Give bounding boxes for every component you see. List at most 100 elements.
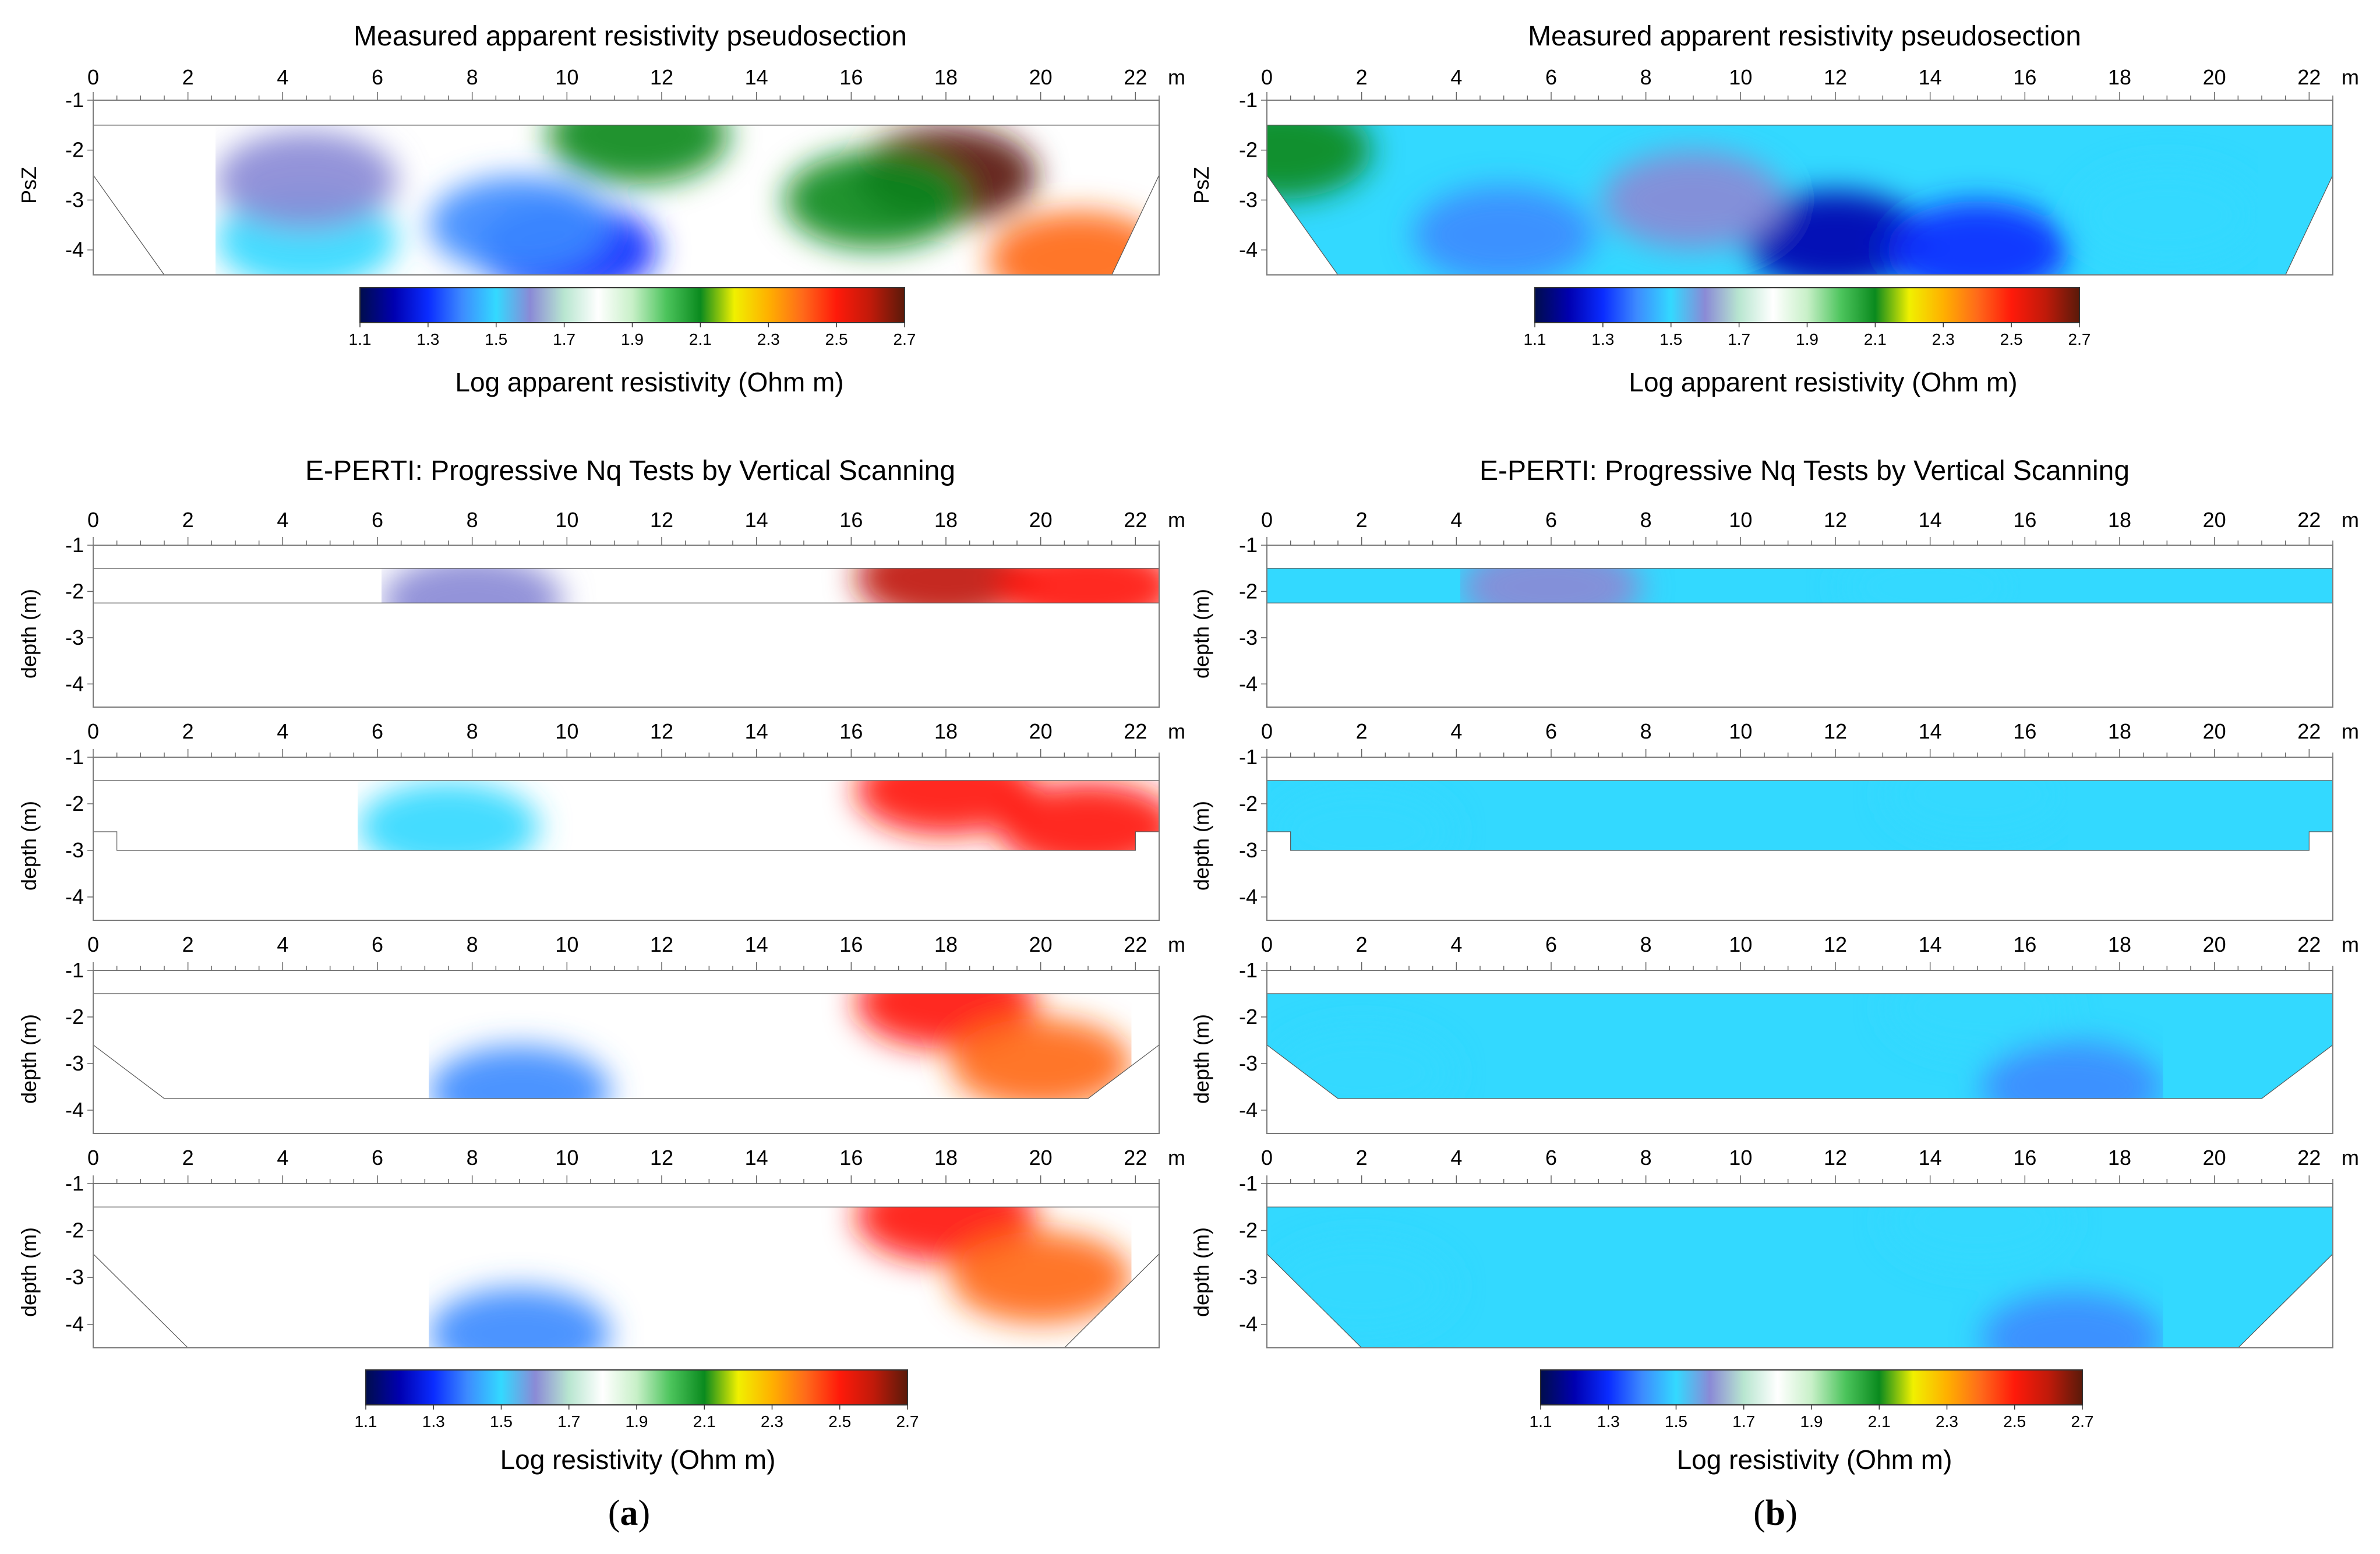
x-tick-label: 12 bbox=[650, 65, 673, 89]
x-tick-label: 10 bbox=[1729, 508, 1752, 532]
y-tick-label: -2 bbox=[1239, 138, 1258, 162]
x-tick-label: 18 bbox=[2108, 719, 2131, 743]
colorbar-tick-label: 1.5 bbox=[1659, 330, 1682, 348]
x-tick-label: 10 bbox=[555, 719, 578, 743]
anomaly-2 bbox=[358, 781, 539, 850]
anomaly-0 bbox=[1887, 780, 2068, 840]
anomaly-2 bbox=[1413, 186, 1595, 275]
col-b-scan3-ylabel: depth (m) bbox=[1189, 1014, 1213, 1104]
x-tick-label: 4 bbox=[277, 933, 288, 956]
y-tick-label: -3 bbox=[1239, 838, 1258, 862]
anomaly-7 bbox=[988, 211, 1159, 275]
x-tick-label: 4 bbox=[277, 1146, 288, 1170]
y-tick-label: -4 bbox=[1239, 672, 1258, 695]
anomaly-2 bbox=[429, 1046, 610, 1099]
colorbar-tick-label: 1.5 bbox=[490, 1412, 513, 1431]
panel-b-scan-3: 0 2 4 6 8 10 12 14 16 18 20 22 m -1 -2 -3 -4 bbox=[1239, 933, 2359, 1134]
anomaly-0 bbox=[855, 780, 1037, 836]
y-tick-label: -4 bbox=[1239, 1312, 1258, 1336]
anomaly-2 bbox=[1271, 1027, 1453, 1099]
col-a-scan3-ylabel: depth (m) bbox=[17, 1014, 41, 1104]
x-tick-label: 22 bbox=[2297, 1146, 2321, 1170]
x-tick-label: 2 bbox=[1356, 508, 1368, 532]
y-tick-label: -1 bbox=[65, 533, 84, 557]
col-a-pseudosection-ylabel: PsZ bbox=[17, 167, 41, 204]
col-b-pseudosection-title: Measured apparent resistivity pseudosect… bbox=[1528, 21, 2081, 52]
x-unit-label: m bbox=[1168, 1146, 1185, 1170]
panel-a-scan-2: 0 2 4 6 8 10 12 14 16 18 20 22 m -1 -2 -3 -4 bbox=[65, 719, 1185, 921]
x-tick-label: 14 bbox=[745, 719, 768, 743]
x-tick-label: 6 bbox=[372, 719, 383, 743]
y-tick-label: -1 bbox=[65, 88, 84, 112]
x-tick-label: 18 bbox=[934, 933, 958, 956]
y-tick-label: -2 bbox=[65, 138, 84, 162]
x-tick-label: 12 bbox=[650, 719, 673, 743]
colorbar-tick-label: 1.1 bbox=[1524, 330, 1546, 348]
x-tick-label: 18 bbox=[934, 1146, 958, 1170]
anomaly-1 bbox=[997, 781, 1159, 850]
x-tick-label: 22 bbox=[1124, 933, 1147, 956]
x-tick-label: 0 bbox=[87, 508, 99, 532]
x-unit-label: m bbox=[1168, 719, 1185, 743]
anomaly-layer bbox=[382, 568, 1159, 603]
colorbar-tick-label: 1.1 bbox=[355, 1412, 377, 1431]
x-tick-label: 10 bbox=[1729, 65, 1752, 89]
x-tick-label: 18 bbox=[2108, 65, 2131, 89]
field-a-pseudosection bbox=[93, 125, 1159, 275]
x-tick-label: 14 bbox=[745, 65, 768, 89]
colorbar-tick-label: 2.5 bbox=[828, 1412, 851, 1431]
anomaly-layer bbox=[1271, 780, 2068, 850]
x-tick-label: 4 bbox=[1450, 933, 1462, 956]
colorbar-tick-label: 1.5 bbox=[485, 330, 507, 348]
colorbar-tick-label: 2.5 bbox=[2000, 330, 2023, 348]
colorbar-tick-label: 1.9 bbox=[626, 1412, 648, 1431]
x-tick-label: 12 bbox=[650, 508, 673, 532]
x-tick-label: 2 bbox=[182, 1146, 194, 1170]
x-tick-label: 20 bbox=[2203, 65, 2226, 89]
colorbar-tick-label: 2.1 bbox=[693, 1412, 716, 1431]
col-a-bottom-colorbar-title: Log resistivity (Ohm m) bbox=[500, 1444, 776, 1475]
x-tick-label: 20 bbox=[1029, 508, 1053, 532]
colorbar-tick-label: 1.5 bbox=[1665, 1412, 1687, 1431]
x-tick-label: 6 bbox=[1545, 933, 1557, 956]
y-tick-label: -1 bbox=[1239, 745, 1258, 769]
anomaly-0 bbox=[1887, 1207, 2068, 1267]
x-tick-label: 2 bbox=[182, 65, 194, 89]
x-tick-label: 12 bbox=[650, 1146, 673, 1170]
x-tick-label: 8 bbox=[1640, 508, 1652, 532]
colorbar-tick-label: 2.5 bbox=[2003, 1412, 2026, 1431]
x-tick-label: 14 bbox=[745, 933, 768, 956]
x-tick-label: 20 bbox=[2203, 508, 2226, 532]
x-unit-label: m bbox=[2342, 933, 2359, 956]
anomaly-0 bbox=[1887, 994, 2068, 1054]
x-tick-label: 4 bbox=[1450, 719, 1462, 743]
colorbar-tick-label: 1.3 bbox=[1597, 1412, 1620, 1431]
x-tick-label: 12 bbox=[1824, 933, 1847, 956]
field-background bbox=[1267, 568, 2333, 603]
x-unit-label: m bbox=[2342, 719, 2359, 743]
x-tick-label: 0 bbox=[1261, 933, 1273, 956]
col-b-scan4-ylabel: depth (m) bbox=[1189, 1227, 1213, 1317]
anomaly-3 bbox=[1267, 125, 1372, 199]
x-tick-label: 14 bbox=[1919, 1146, 1942, 1170]
x-tick-label: 12 bbox=[1824, 1146, 1847, 1170]
anomaly-layer bbox=[429, 994, 1132, 1099]
y-tick-label: -2 bbox=[65, 1005, 84, 1029]
y-tick-label: -4 bbox=[65, 885, 84, 909]
x-tick-label: 10 bbox=[1729, 1146, 1752, 1170]
x-tick-label: 2 bbox=[1356, 65, 1368, 89]
x-tick-label: 18 bbox=[934, 508, 958, 532]
x-tick-label: 10 bbox=[555, 65, 578, 89]
panel-b-pseudosection: 0 2 4 6 8 10 12 14 16 18 20 22 m -1 -2 -3 -4 bbox=[1239, 65, 2359, 276]
colorbar-gradient bbox=[1534, 287, 2080, 323]
colorbar-tick-label: 2.1 bbox=[689, 330, 712, 348]
colorbar-tick-label: 2.7 bbox=[894, 330, 916, 348]
x-tick-label: 0 bbox=[1261, 65, 1273, 89]
field-b-scan-1 bbox=[1267, 568, 2333, 603]
plot-frame bbox=[1266, 1183, 2333, 1348]
colorbar-tick-label: 2.1 bbox=[1864, 330, 1887, 348]
x-tick-label: 18 bbox=[934, 65, 958, 89]
x-tick-label: 2 bbox=[1356, 719, 1368, 743]
anomaly-2 bbox=[429, 176, 610, 274]
x-tick-label: 16 bbox=[2013, 933, 2036, 956]
